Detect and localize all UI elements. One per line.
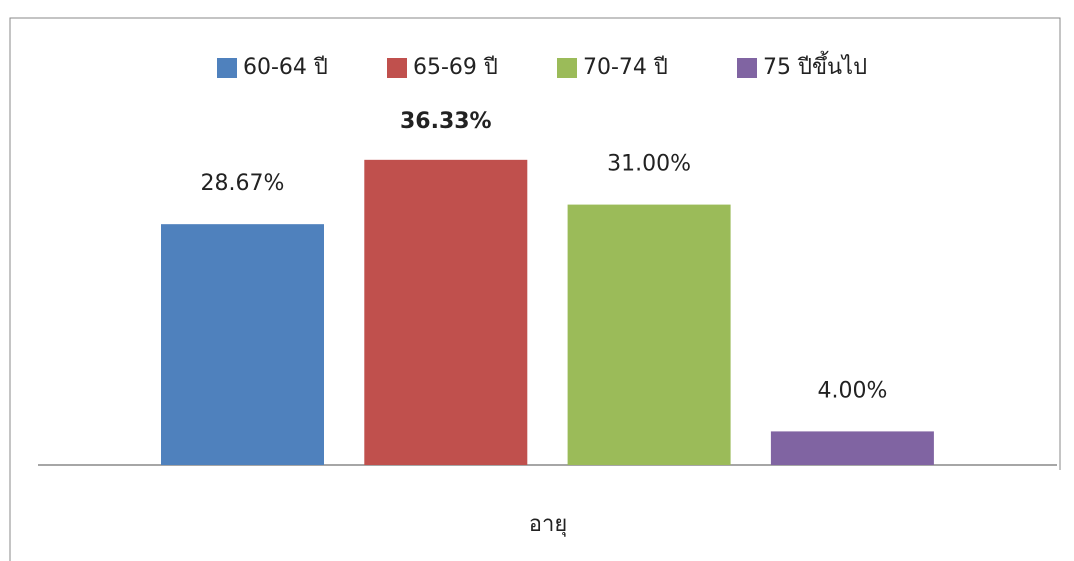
legend-swatch (557, 58, 577, 78)
legend-label: 60-64 ปี (243, 55, 328, 80)
data-label: 31.00% (607, 152, 691, 177)
data-label: 28.67% (201, 171, 285, 196)
legend-label: 75 ปีขึ้นไป (763, 51, 867, 80)
legend-swatch (737, 58, 757, 78)
data-label: 36.33% (400, 109, 492, 134)
chart-frame (9, 17, 1061, 561)
legend-swatch (217, 58, 237, 78)
bar (161, 224, 324, 465)
data-label: 4.00% (817, 378, 887, 403)
x-tick-label: อายุ (529, 512, 567, 537)
bar (770, 431, 934, 465)
legend-label: 70-74 ปี (583, 55, 668, 80)
legend-swatch (387, 58, 407, 78)
legend-label: 65-69 ปี (413, 55, 498, 80)
bar (364, 159, 528, 465)
bar (567, 204, 731, 465)
